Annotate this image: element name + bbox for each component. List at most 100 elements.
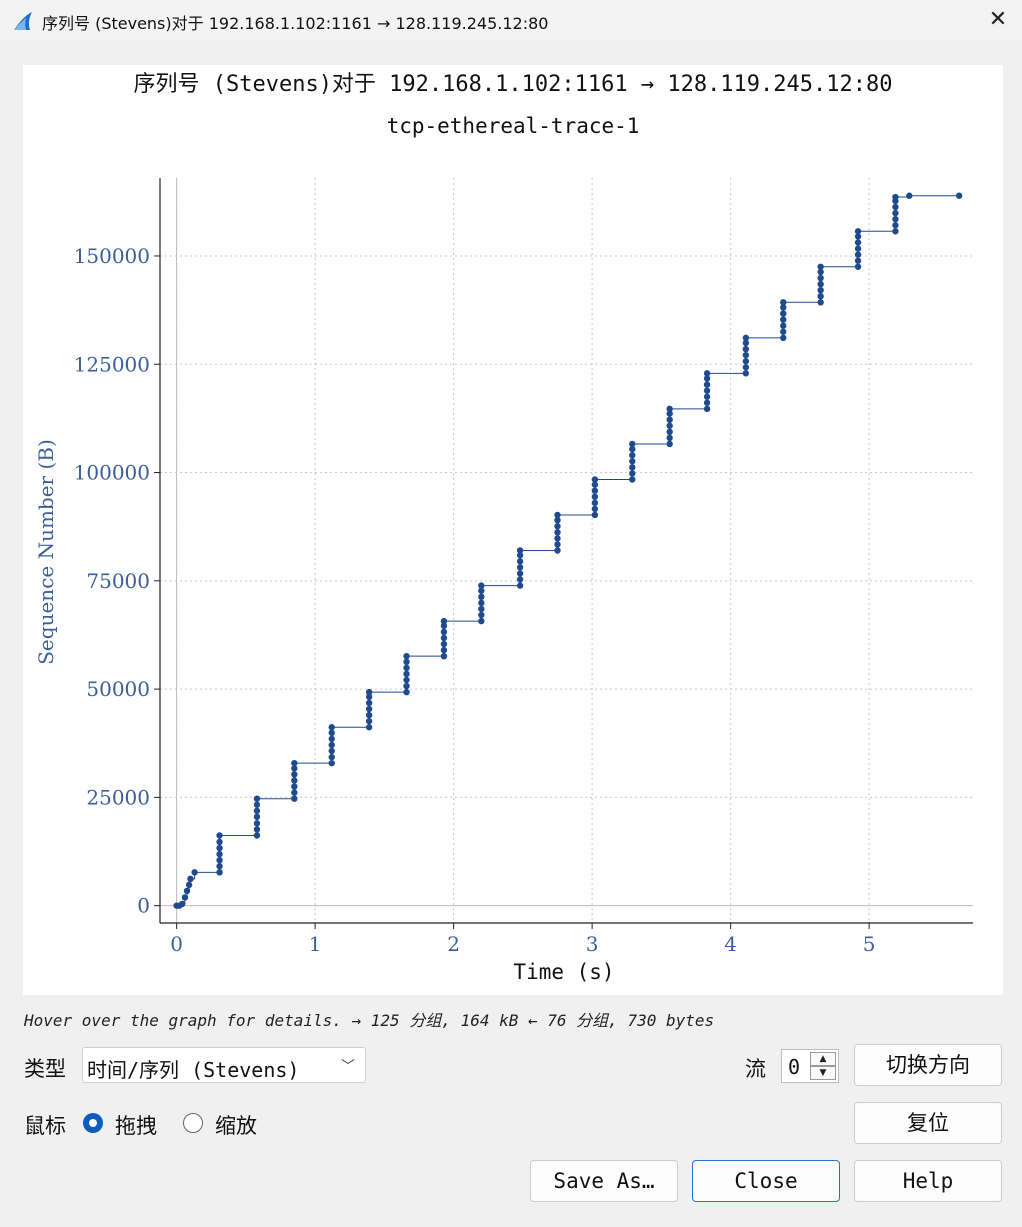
data-point (892, 215, 899, 223)
data-point (516, 582, 524, 589)
data-point (817, 274, 824, 282)
data-point (666, 416, 673, 423)
reset-button[interactable]: 复位 (854, 1102, 1002, 1144)
data-point (703, 375, 711, 382)
data-point (403, 676, 410, 684)
chevron-down-icon: ﹀ (341, 1059, 355, 1075)
data-point (629, 440, 636, 448)
close-window-icon[interactable]: ✕ (988, 7, 1008, 32)
x-axis-label: Time (s) (513, 960, 614, 984)
plot-area[interactable]: 序列号 (Stevens)对于 192.168.1.102:1161 → 128… (23, 65, 1003, 995)
y-tick-label: 75000 (86, 569, 150, 593)
data-point (291, 771, 298, 778)
data-point (478, 605, 485, 613)
data-point (780, 322, 787, 329)
type-label: 类型 (24, 1057, 66, 1081)
data-point (591, 511, 599, 519)
data-point (666, 422, 673, 429)
x-tick-label: 3 (586, 932, 599, 956)
data-point (440, 646, 448, 654)
data-point (554, 516, 561, 524)
y-tick-label: 25000 (86, 785, 150, 809)
data-point (666, 428, 673, 436)
mouse-label: 鼠标 (24, 1114, 66, 1138)
data-point (780, 316, 787, 323)
data-point (365, 688, 373, 696)
data-point (328, 741, 335, 749)
y-axis-ticks: 0 25000 50000 75000 100000 125000 150000 (74, 244, 160, 918)
data-point (328, 735, 335, 743)
data-point (328, 759, 335, 767)
data-point (742, 358, 750, 365)
data-point (554, 511, 561, 519)
data-point (591, 505, 599, 513)
data-point (591, 487, 599, 494)
data-point (892, 228, 899, 235)
data-point (629, 452, 636, 459)
data-point (703, 405, 711, 413)
y-tick-label: 125000 (74, 352, 150, 376)
wireshark-fin-icon (14, 12, 32, 30)
data-point (780, 299, 787, 306)
y-tick-label: 150000 (74, 244, 150, 268)
data-point (291, 789, 298, 796)
stream-spinbox[interactable]: 0 ▲ ▼ (781, 1049, 839, 1083)
data-point (703, 370, 711, 377)
data-point (854, 239, 862, 246)
data-point (440, 622, 448, 630)
data-point (854, 233, 862, 240)
data-point (253, 801, 261, 808)
data-point (365, 699, 373, 707)
data-point (817, 268, 824, 276)
data-point (591, 499, 599, 507)
chart-subtitle: tcp-ethereal-trace-1 (387, 114, 640, 138)
data-point (253, 826, 261, 833)
data-point (629, 458, 636, 465)
x-tick-label: 5 (863, 932, 876, 956)
mouse-drag-radio[interactable] (83, 1113, 103, 1133)
data-point (253, 795, 261, 802)
x-axis-ticks: 0 1 2 3 4 5 (170, 923, 875, 956)
data-point (591, 481, 599, 488)
mouse-drag-label[interactable]: 拖拽 (115, 1114, 157, 1138)
data-point (780, 328, 787, 335)
data-point (554, 523, 561, 530)
data-point (742, 351, 750, 359)
data-point (516, 576, 524, 583)
data-point (365, 711, 373, 719)
sequence-chart[interactable]: 序列号 (Stevens)对于 192.168.1.102:1161 → 128… (23, 65, 1003, 995)
data-point (516, 558, 524, 565)
data-point (478, 617, 485, 625)
y-tick-label: 100000 (74, 461, 150, 485)
data-point (854, 245, 862, 252)
data-point (892, 209, 899, 217)
spin-down-icon[interactable]: ▼ (810, 1066, 836, 1080)
data-point (403, 664, 410, 672)
chart-title: 序列号 (Stevens)对于 192.168.1.102:1161 → 128… (133, 72, 892, 97)
data-point (742, 334, 750, 342)
switch-direction-button[interactable]: 切换方向 (854, 1044, 1002, 1086)
data-point (187, 875, 194, 883)
data-point (291, 765, 298, 772)
data-point (742, 345, 750, 353)
mouse-zoom-radio[interactable] (183, 1113, 203, 1133)
stream-label: 流 (745, 1057, 766, 1081)
stream-value[interactable]: 0 (788, 1055, 801, 1079)
data-point (854, 228, 862, 235)
data-point (478, 593, 485, 601)
close-button[interactable]: Close (692, 1160, 840, 1202)
data-point (403, 670, 410, 678)
data-point (181, 894, 189, 901)
data-point (185, 881, 193, 889)
save-as-button[interactable]: Save As… (530, 1160, 678, 1202)
spin-up-icon[interactable]: ▲ (810, 1052, 836, 1066)
data-point (478, 599, 485, 607)
help-button[interactable]: Help (854, 1160, 1002, 1202)
data-point (703, 381, 711, 388)
data-point (478, 582, 485, 589)
data-point (516, 547, 524, 554)
data-point (629, 476, 636, 483)
mouse-zoom-label[interactable]: 缩放 (215, 1114, 257, 1138)
data-point (780, 304, 787, 311)
graph-type-select[interactable]: 时间/序列 (Stevens) ﹀ (82, 1047, 366, 1083)
